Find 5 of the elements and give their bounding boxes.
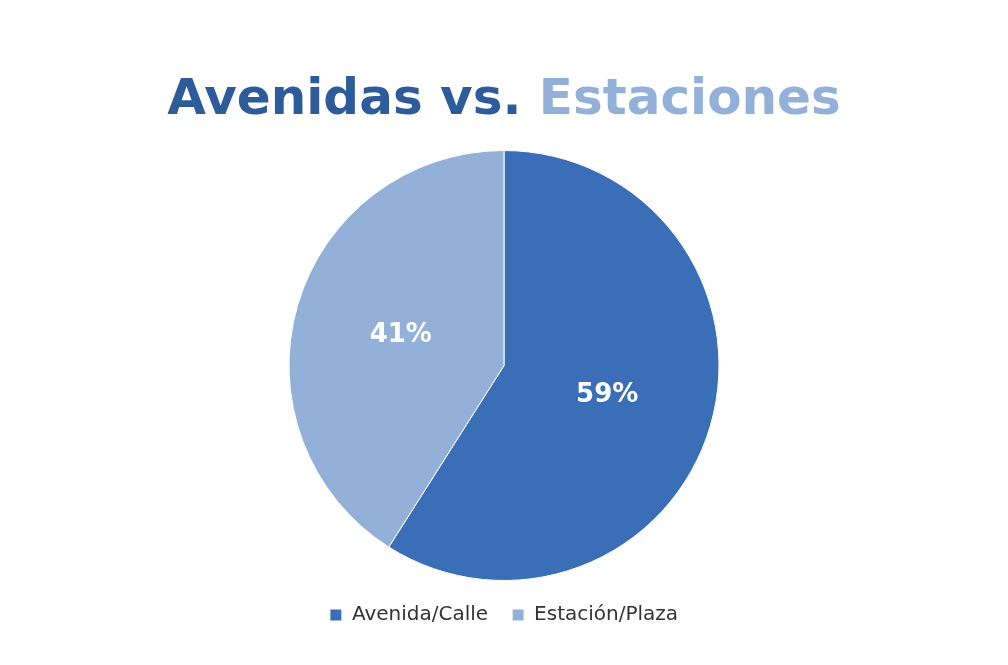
chart-title: Avenidas vs. Estaciones [167,68,841,126]
legend-label: Avenida/Calle [351,601,489,626]
data-label: 41% [369,318,432,349]
data-label: 59% [576,378,639,409]
legend-label: Estación/Plaza [534,601,679,626]
